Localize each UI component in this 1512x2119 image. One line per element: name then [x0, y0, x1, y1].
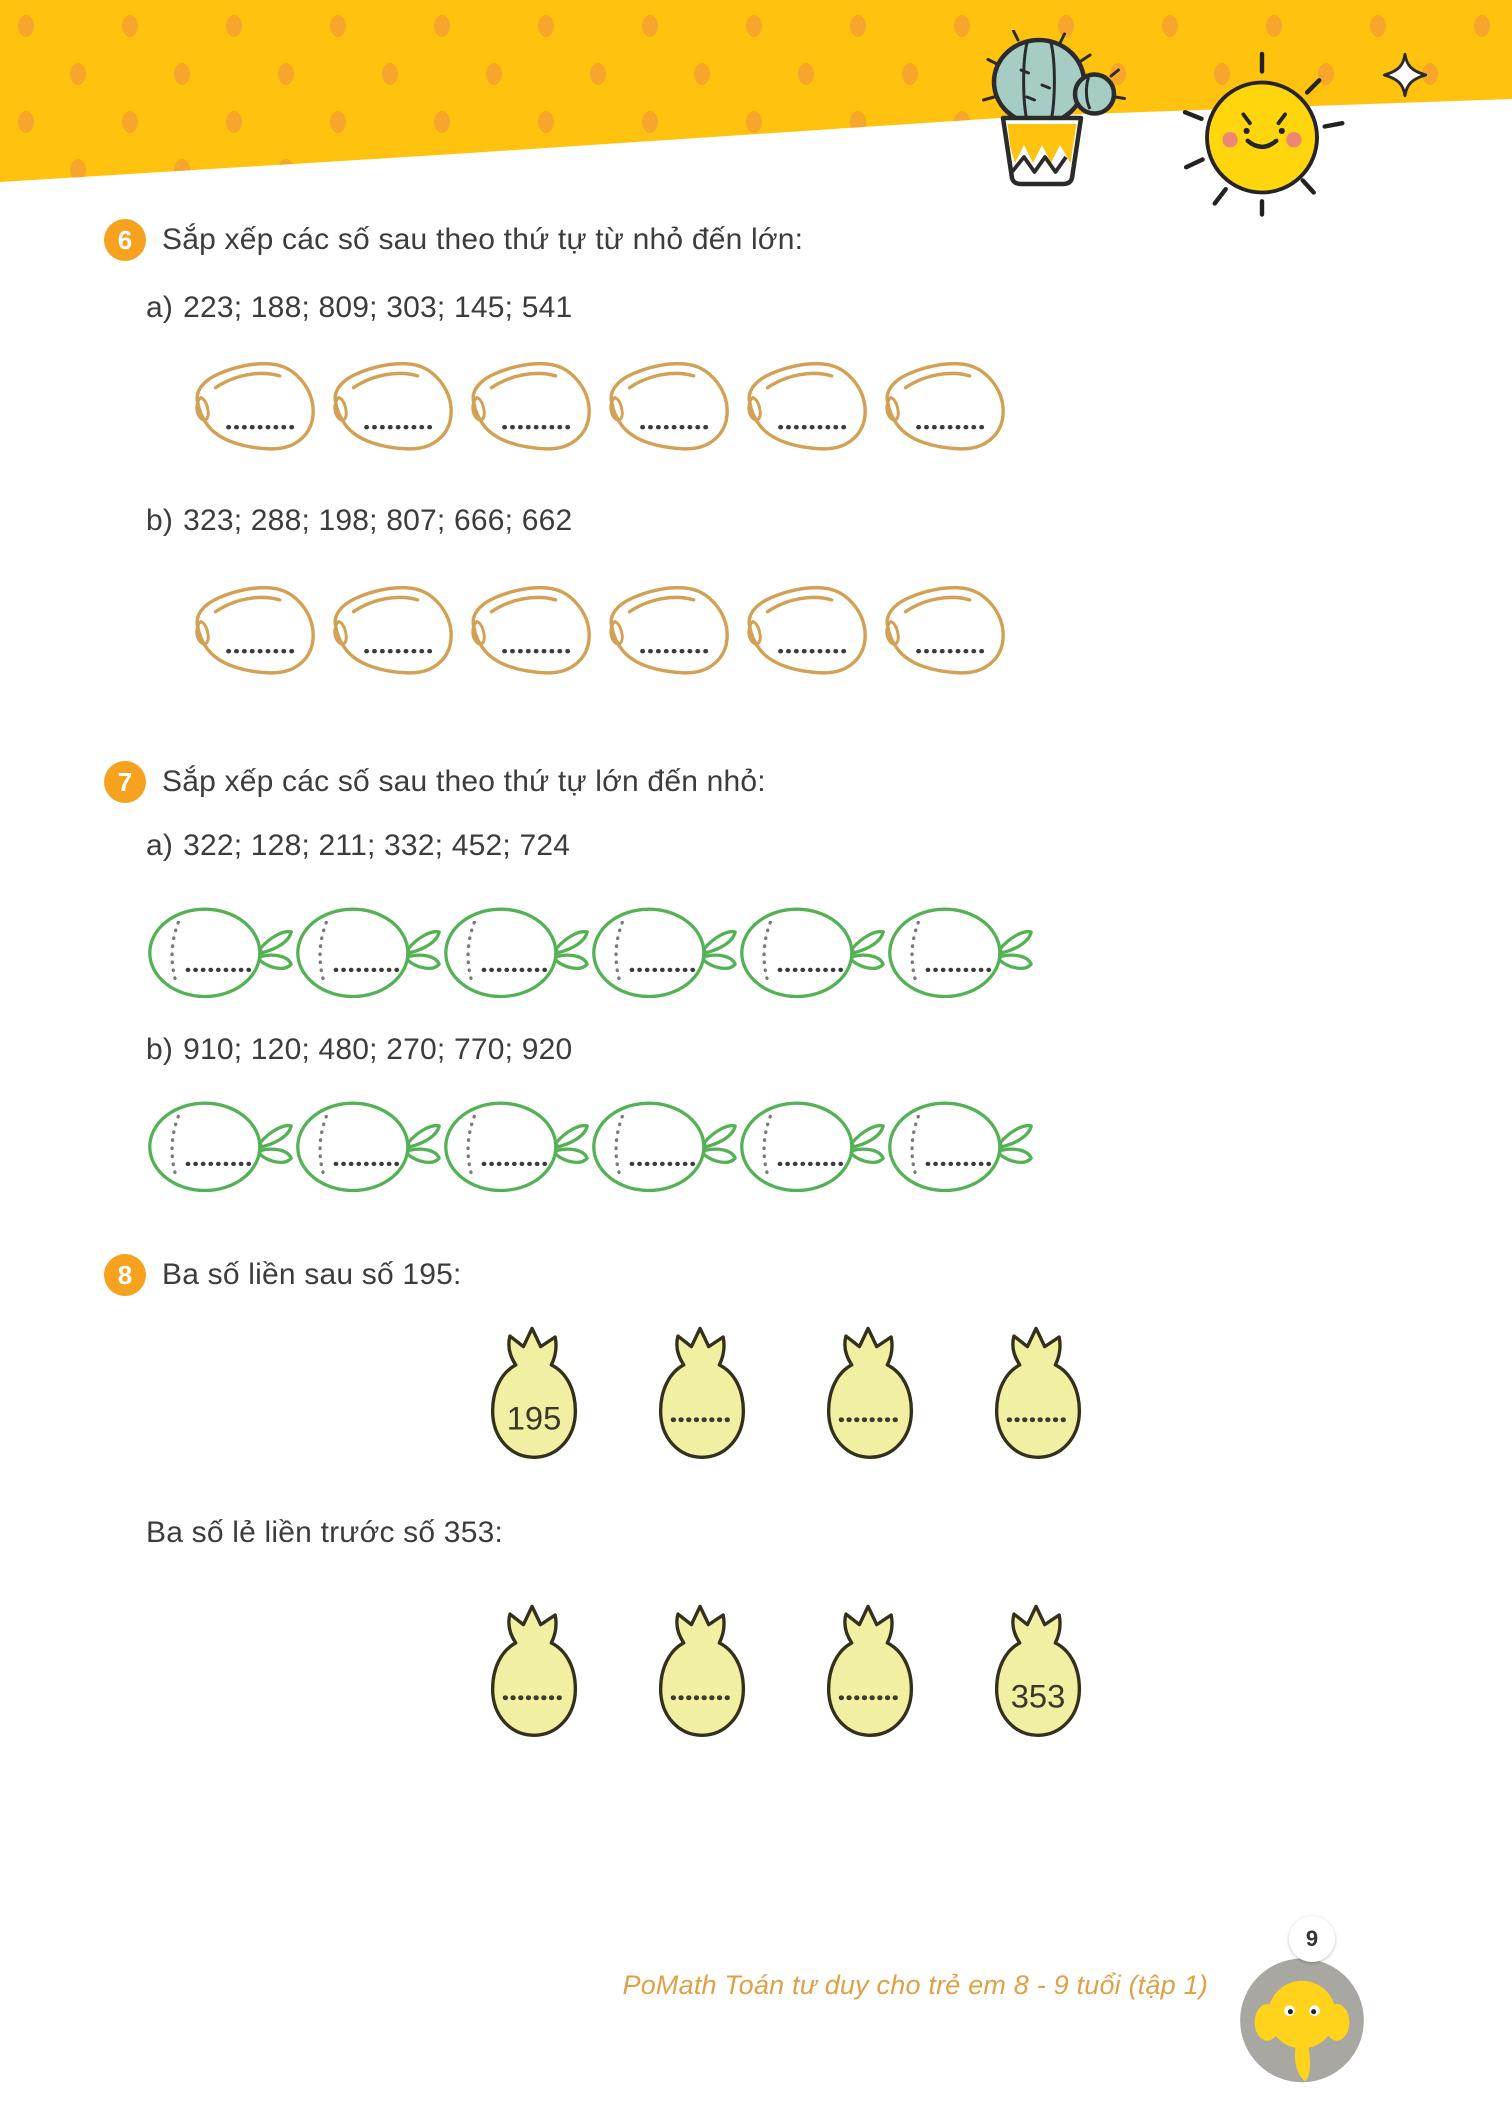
exercise-8-heading: 8 Ba số liền sau số 195: [104, 1254, 462, 1296]
papaya-answer-slot[interactable] [183, 348, 321, 459]
lemon-answer-slot[interactable] [590, 1088, 738, 1200]
pomegranate-answer-slot[interactable] [804, 1312, 936, 1464]
exercise-8-subtitle: Ba số lẻ liền trước số 353: [146, 1516, 503, 1549]
question-number-badge: 7 [104, 761, 146, 803]
part-numbers: 323; 288; 198; 807; 666; 662 [183, 504, 573, 537]
lemon-answer-slot[interactable] [294, 894, 442, 1006]
papaya-answer-slot[interactable] [183, 572, 321, 683]
lemon-answer-slot[interactable] [442, 1088, 590, 1200]
part-numbers: 322; 128; 211; 332; 452; 724 [183, 829, 571, 862]
cactus-icon [982, 30, 1126, 187]
answer-row-lemon-7a [146, 894, 1034, 1006]
number-list-7a: a) 322; 128; 211; 332; 452; 724 [146, 829, 570, 863]
pomegranate-given-value: 195 [468, 1312, 600, 1464]
lemon-answer-slot[interactable] [738, 1088, 886, 1200]
papaya-answer-slot[interactable] [735, 348, 873, 459]
sparkle-icon [1382, 52, 1428, 98]
answer-row-lemon-7b [146, 1088, 1034, 1200]
answer-row-pomegranate-after: 195 [468, 1312, 1104, 1464]
part-label: a) [146, 829, 174, 862]
lemon-answer-slot[interactable] [886, 894, 1034, 1006]
papaya-answer-slot[interactable] [735, 572, 873, 683]
lemon-answer-slot[interactable] [146, 894, 294, 1006]
question-title: Sắp xếp các số sau theo thứ tự từ nhỏ đế… [162, 223, 804, 256]
question-title: Ba số liền sau số 195: [162, 1258, 462, 1291]
part-numbers: 910; 120; 480; 270; 770; 920 [183, 1033, 573, 1066]
given-number: 353 [1011, 1677, 1066, 1714]
exercise-6-heading: 6 Sắp xếp các số sau theo thứ tự từ nhỏ … [104, 219, 803, 261]
pomath-elephant-logo [1240, 1958, 1364, 2083]
pomegranate-answer-slot[interactable] [636, 1312, 768, 1464]
papaya-answer-slot[interactable] [597, 572, 735, 683]
pomegranate-answer-slot[interactable] [804, 1590, 936, 1742]
sun-icon [1182, 51, 1345, 217]
pomegranate-answer-slot[interactable] [468, 1590, 600, 1742]
footer-credit: PoMath Toán tư duy cho trẻ em 8 - 9 tuổi… [622, 1970, 1208, 2000]
pomegranate-answer-slot[interactable] [636, 1590, 768, 1742]
lemon-answer-slot[interactable] [294, 1088, 442, 1200]
lemon-answer-slot[interactable] [738, 894, 886, 1006]
question-number-badge: 8 [104, 1254, 146, 1296]
answer-row-pomegranate-before: 353 [468, 1590, 1104, 1742]
papaya-answer-slot[interactable] [321, 572, 459, 683]
papaya-answer-slot[interactable] [459, 572, 597, 683]
papaya-answer-slot[interactable] [459, 348, 597, 459]
number-list-7b: b) 910; 120; 480; 270; 770; 920 [146, 1033, 572, 1067]
exercise-7-heading: 7 Sắp xếp các số sau theo thứ tự lớn đến… [104, 761, 766, 803]
page-number-badge: 9 [1289, 1916, 1335, 1962]
lemon-answer-slot[interactable] [886, 1088, 1034, 1200]
part-label: a) [146, 291, 174, 324]
part-numbers: 223; 188; 809; 303; 145; 541 [183, 291, 573, 324]
lemon-answer-slot[interactable] [146, 1088, 294, 1200]
number-list-6a: a) 223; 188; 809; 303; 145; 541 [146, 291, 572, 325]
lemon-answer-slot[interactable] [590, 894, 738, 1006]
lemon-answer-slot[interactable] [442, 894, 590, 1006]
answer-row-papaya-6b [183, 572, 1011, 683]
pomegranate-given-value: 353 [972, 1590, 1104, 1742]
papaya-answer-slot[interactable] [873, 348, 1011, 459]
given-number: 195 [507, 1399, 562, 1436]
question-title: Sắp xếp các số sau theo thứ tự lớn đến n… [162, 765, 766, 798]
papaya-answer-slot[interactable] [597, 348, 735, 459]
part-label: b) [146, 504, 174, 537]
papaya-answer-slot[interactable] [321, 348, 459, 459]
number-list-6b: b) 323; 288; 198; 807; 666; 662 [146, 504, 572, 538]
part-label: b) [146, 1033, 174, 1066]
question-number-badge: 6 [104, 219, 146, 261]
papaya-answer-slot[interactable] [873, 572, 1011, 683]
pomegranate-answer-slot[interactable] [972, 1312, 1104, 1464]
answer-row-papaya-6a [183, 348, 1011, 459]
